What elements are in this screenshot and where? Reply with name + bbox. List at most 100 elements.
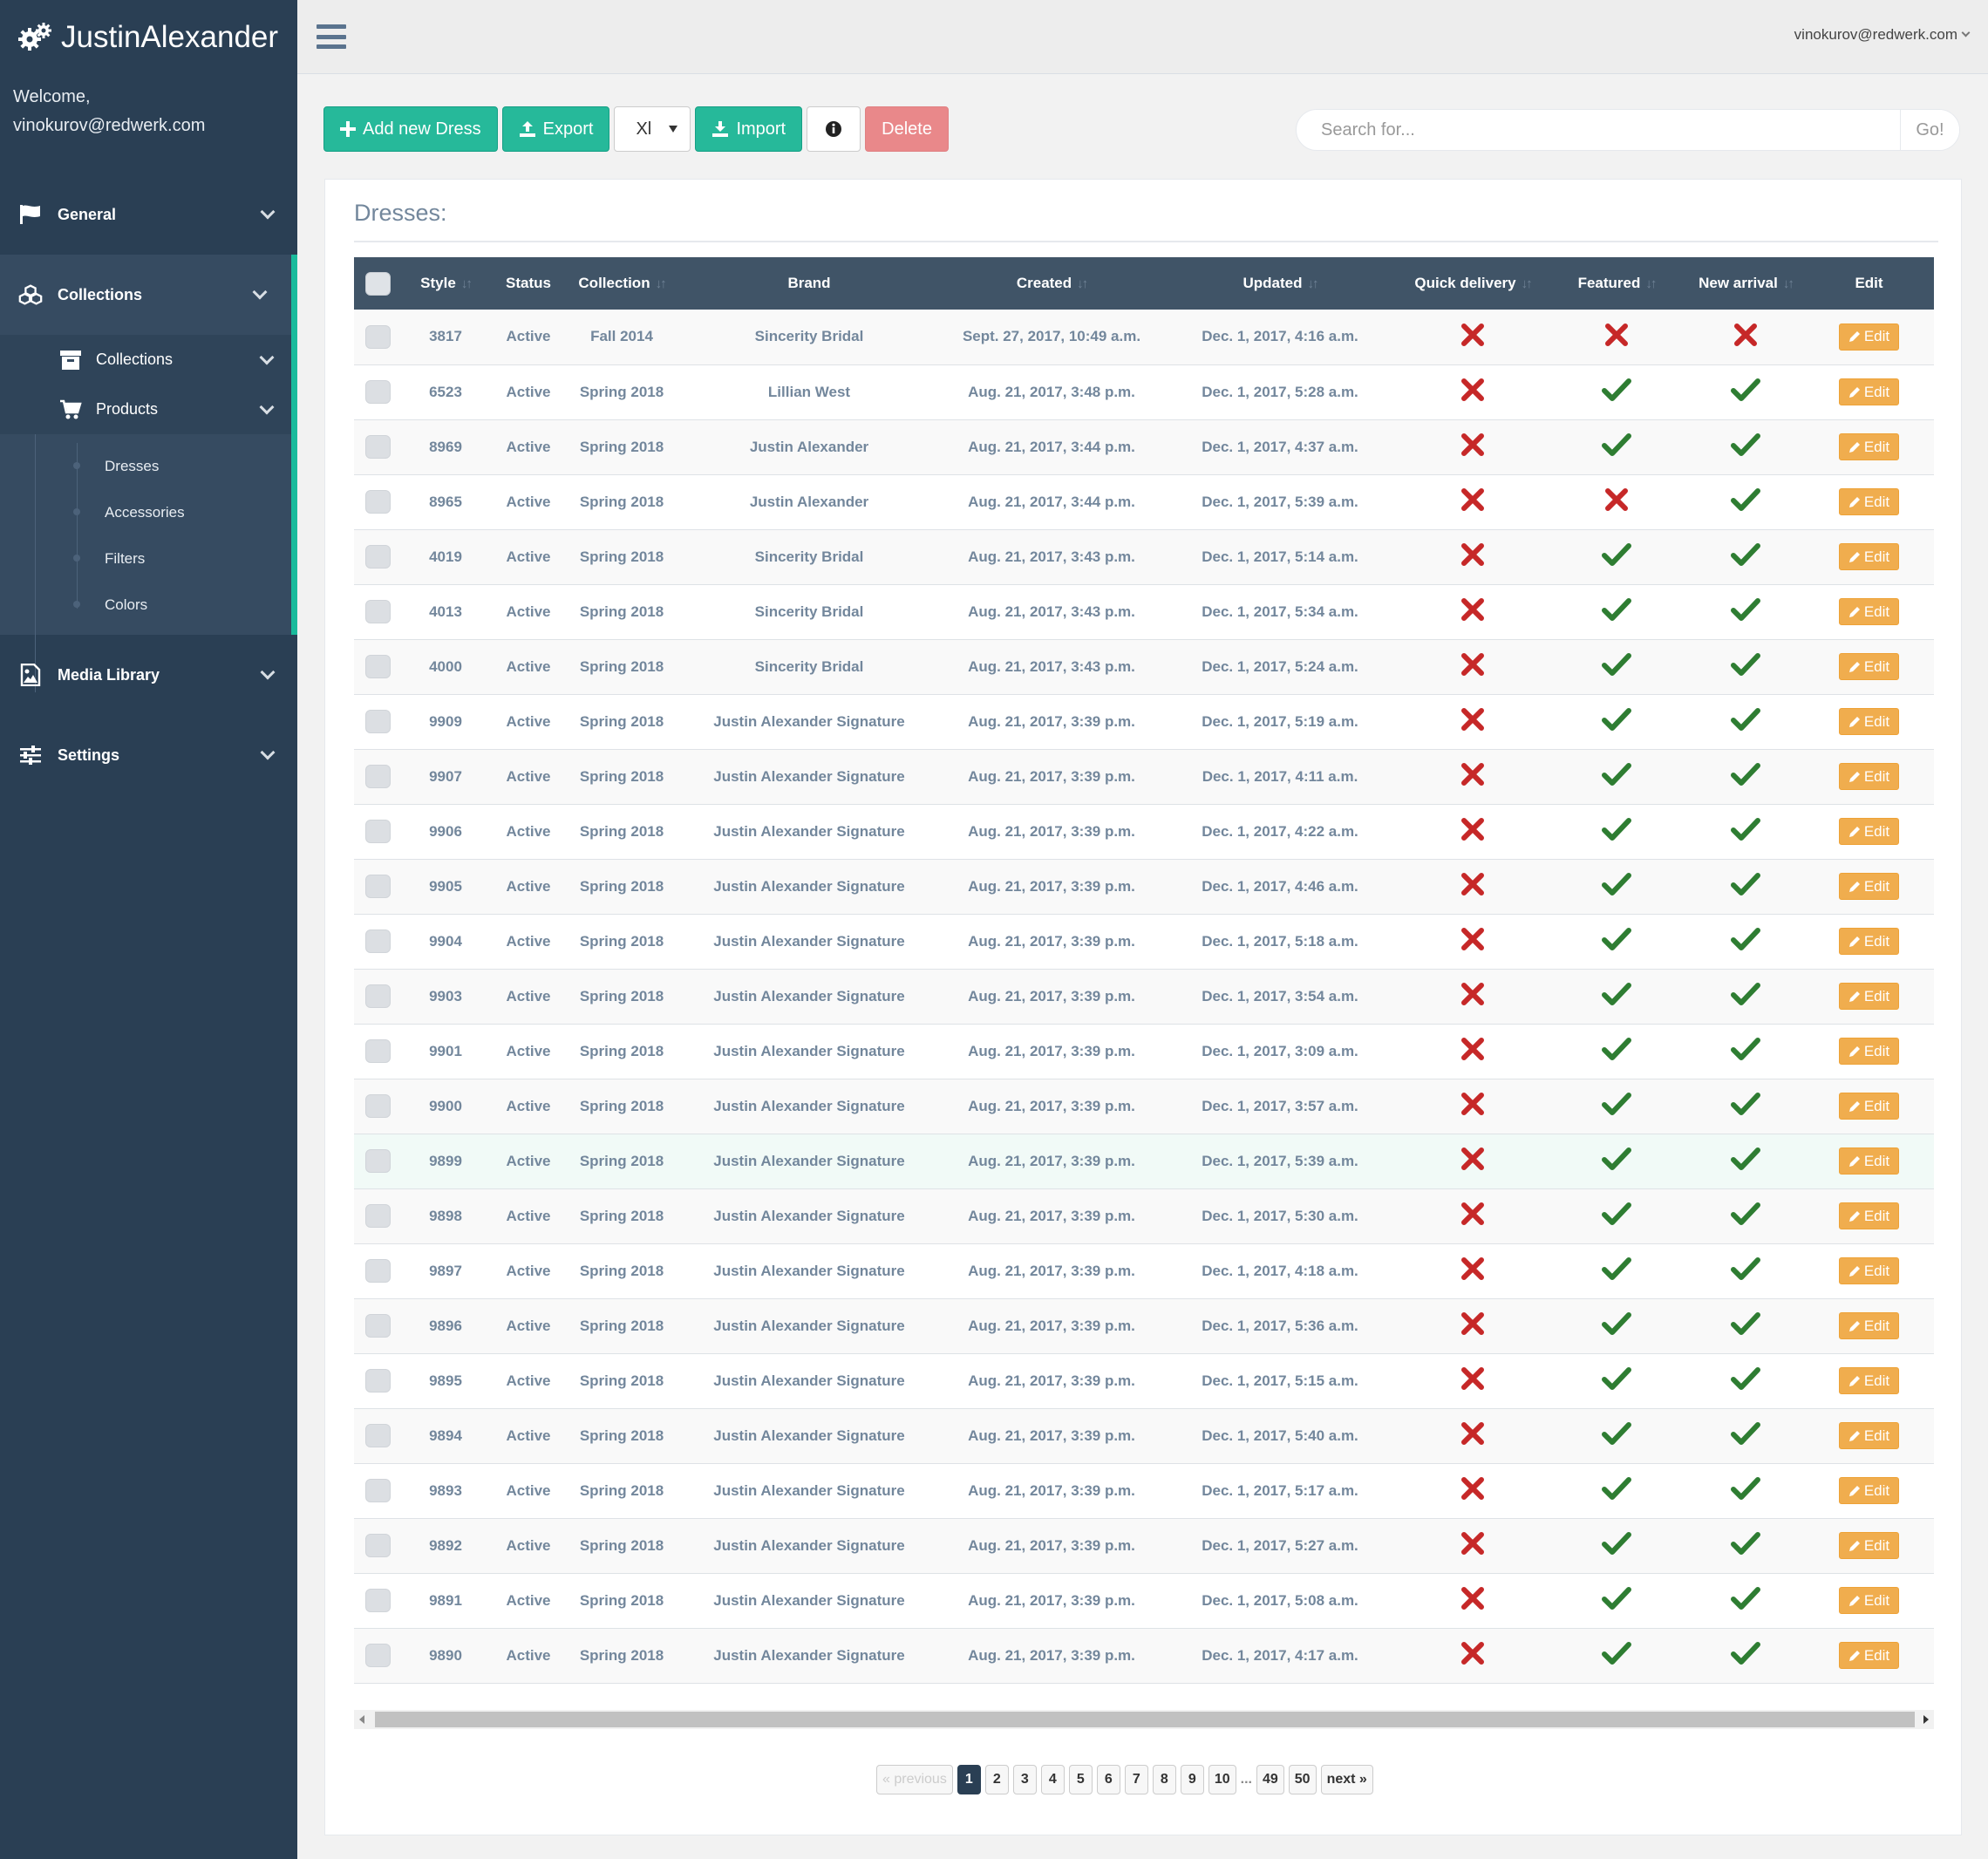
row-checkbox[interactable] xyxy=(365,1039,391,1063)
page-button[interactable]: 6 xyxy=(1096,1765,1120,1794)
page-button[interactable]: 9 xyxy=(1180,1765,1204,1794)
search-input[interactable] xyxy=(1297,110,1900,150)
column-header-featured[interactable]: Featured ↓↑ xyxy=(1546,257,1687,310)
row-checkbox[interactable] xyxy=(365,1259,391,1283)
column-header-quick-delivery[interactable]: Quick delivery ↓↑ xyxy=(1399,257,1546,310)
row-checkbox[interactable] xyxy=(365,1534,391,1557)
column-header-new-arrival[interactable]: New arrival ↓↑ xyxy=(1687,257,1804,310)
row-checkbox[interactable] xyxy=(365,1589,391,1612)
page-button[interactable]: 50 xyxy=(1288,1765,1317,1794)
delete-button[interactable]: Delete xyxy=(865,106,949,152)
edit-button[interactable]: Edit xyxy=(1838,1038,1900,1065)
row-checkbox[interactable] xyxy=(365,655,391,678)
edit-button[interactable]: Edit xyxy=(1838,818,1900,845)
format-select[interactable]: Xl xyxy=(614,106,691,152)
row-checkbox[interactable] xyxy=(365,930,391,953)
edit-button[interactable]: Edit xyxy=(1838,543,1900,570)
edit-button[interactable]: Edit xyxy=(1838,1093,1900,1120)
sidebar-item-general[interactable]: General xyxy=(0,174,297,255)
page-button[interactable]: 4 xyxy=(1040,1765,1065,1794)
edit-button[interactable]: Edit xyxy=(1838,873,1900,900)
row-checkbox[interactable] xyxy=(365,1314,391,1338)
page-button[interactable]: 5 xyxy=(1068,1765,1093,1794)
edit-button[interactable]: Edit xyxy=(1838,983,1900,1010)
row-checkbox[interactable] xyxy=(365,1204,391,1228)
page-button[interactable]: 10 xyxy=(1208,1765,1236,1794)
next-page-button[interactable]: next » xyxy=(1320,1765,1373,1794)
row-checkbox[interactable] xyxy=(365,1424,391,1447)
edit-button[interactable]: Edit xyxy=(1838,1367,1900,1394)
row-checkbox[interactable] xyxy=(365,1644,391,1667)
edit-button[interactable]: Edit xyxy=(1838,1147,1900,1175)
edit-button[interactable]: Edit xyxy=(1838,763,1900,790)
import-button[interactable]: Import xyxy=(695,106,803,152)
search-go-button[interactable]: Go! xyxy=(1900,110,1959,150)
sidebar-item-filters[interactable]: Filters xyxy=(105,549,146,567)
row-checkbox[interactable] xyxy=(365,545,391,569)
edit-button[interactable]: Edit xyxy=(1838,323,1900,351)
new-arrival-cell xyxy=(1687,1298,1804,1353)
edit-label: Edit xyxy=(1863,383,1890,400)
row-checkbox[interactable] xyxy=(365,765,391,788)
user-menu[interactable]: vinokurov@redwerk.com xyxy=(1794,26,1971,44)
row-select-cell xyxy=(354,1243,402,1298)
sidebar-item-colors[interactable]: Colors xyxy=(105,596,148,613)
page-button[interactable]: 49 xyxy=(1256,1765,1284,1794)
row-checkbox[interactable] xyxy=(365,1094,391,1118)
quick-delivery-cell xyxy=(1399,749,1546,804)
edit-button[interactable]: Edit xyxy=(1838,378,1900,405)
sidebar-item-dresses[interactable]: Dresses xyxy=(105,457,160,474)
add-dress-button[interactable]: Add new Dress xyxy=(323,106,498,152)
scrollbar-thumb[interactable] xyxy=(375,1712,1915,1727)
row-checkbox[interactable] xyxy=(365,1479,391,1502)
edit-button[interactable]: Edit xyxy=(1838,1422,1900,1449)
sidebar-item-sub-collections[interactable]: Collections xyxy=(0,335,291,385)
scroll-right-icon[interactable] xyxy=(1923,1715,1929,1724)
edit-button[interactable]: Edit xyxy=(1838,598,1900,625)
edit-button[interactable]: Edit xyxy=(1838,1642,1900,1669)
edit-button[interactable]: Edit xyxy=(1838,1312,1900,1339)
horizontal-scrollbar[interactable] xyxy=(354,1710,1934,1729)
edit-button[interactable]: Edit xyxy=(1838,1257,1900,1284)
scroll-left-icon[interactable] xyxy=(359,1715,364,1724)
row-checkbox[interactable] xyxy=(365,600,391,623)
edit-button[interactable]: Edit xyxy=(1838,653,1900,680)
column-header-collection[interactable]: Collection ↓↑ xyxy=(568,257,676,310)
sidebar-item-settings[interactable]: Settings xyxy=(0,715,297,795)
row-checkbox[interactable] xyxy=(365,875,391,898)
sidebar-item-accessories[interactable]: Accessories xyxy=(105,503,185,521)
edit-button[interactable]: Edit xyxy=(1838,708,1900,735)
page-button[interactable]: 3 xyxy=(1012,1765,1037,1794)
row-checkbox[interactable] xyxy=(365,1369,391,1393)
page-button[interactable]: 1 xyxy=(957,1765,981,1794)
edit-button[interactable]: Edit xyxy=(1838,1587,1900,1614)
row-checkbox[interactable] xyxy=(365,1149,391,1173)
edit-button[interactable]: Edit xyxy=(1838,928,1900,955)
row-checkbox[interactable] xyxy=(365,820,391,843)
row-checkbox[interactable] xyxy=(365,710,391,733)
export-button[interactable]: Export xyxy=(501,106,610,152)
page-button[interactable]: 8 xyxy=(1152,1765,1176,1794)
page-button[interactable]: 7 xyxy=(1124,1765,1148,1794)
row-checkbox[interactable] xyxy=(365,984,391,1008)
edit-button[interactable]: Edit xyxy=(1838,1477,1900,1504)
row-checkbox[interactable] xyxy=(365,324,391,349)
row-checkbox[interactable] xyxy=(365,435,391,459)
row-checkbox[interactable] xyxy=(365,380,391,404)
select-all-checkbox[interactable] xyxy=(365,271,391,296)
edit-button[interactable]: Edit xyxy=(1838,433,1900,460)
info-button[interactable] xyxy=(807,106,861,152)
edit-button[interactable]: Edit xyxy=(1838,488,1900,515)
column-header-updated[interactable]: Updated ↓↑ xyxy=(1161,257,1399,310)
sidebar-item-products[interactable]: Products xyxy=(0,385,291,434)
sidebar-item-collections[interactable]: Collections xyxy=(0,255,291,335)
sidebar-item-media-library[interactable]: Media Library xyxy=(0,635,297,715)
edit-button[interactable]: Edit xyxy=(1838,1202,1900,1229)
menu-toggle-icon[interactable] xyxy=(317,24,346,49)
row-checkbox[interactable] xyxy=(365,490,391,514)
brand[interactable]: JustinAlexander xyxy=(0,0,297,74)
column-header-style[interactable]: Style ↓↑ xyxy=(402,257,489,310)
column-header-created[interactable]: Created ↓↑ xyxy=(943,257,1161,310)
page-button[interactable]: 2 xyxy=(984,1765,1009,1794)
edit-button[interactable]: Edit xyxy=(1838,1532,1900,1559)
